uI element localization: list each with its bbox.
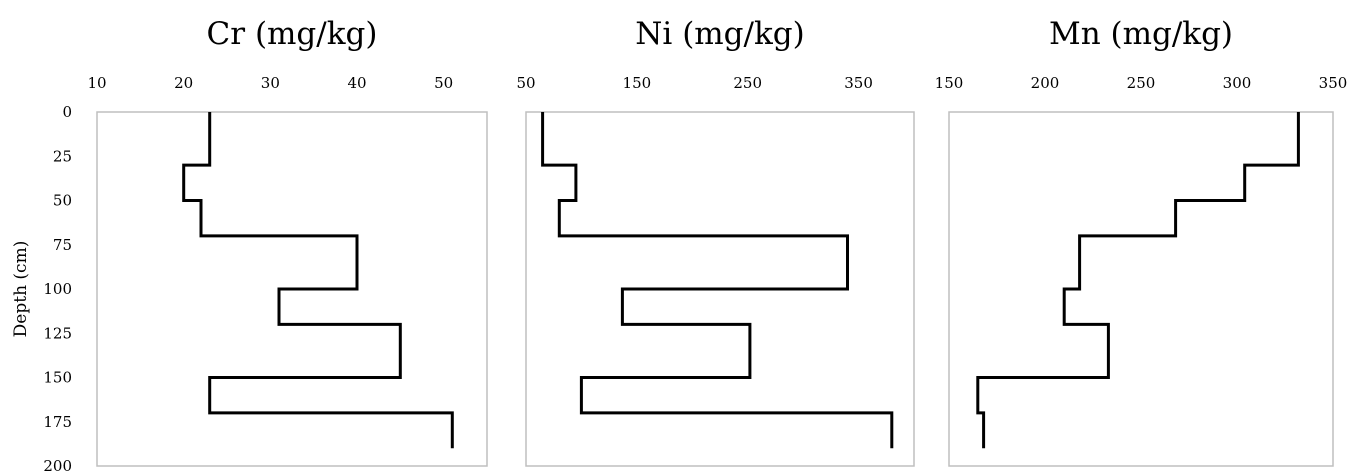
x-tick-label: 350 <box>844 74 873 92</box>
x-tick-label: 250 <box>1127 74 1156 92</box>
x-tick-label: 250 <box>733 74 762 92</box>
chart-title: Mn (mg/kg) <box>1049 16 1233 52</box>
chart-panel-2: Mn (mg/kg) 150 200 250 300 350 <box>935 16 1348 467</box>
chart-title: Ni (mg/kg) <box>635 16 804 52</box>
plot-frame <box>96 111 488 467</box>
chart-panel-1: Ni (mg/kg) 50 150 250 350 <box>516 16 915 467</box>
y-tick-label: 125 <box>43 324 72 342</box>
x-tick-label: 150 <box>623 74 652 92</box>
x-tick-label: 30 <box>261 74 280 92</box>
profile-line <box>976 112 1300 449</box>
y-tick-label: 50 <box>53 192 72 210</box>
plot-frame <box>525 111 915 467</box>
x-tick-label: 40 <box>347 74 366 92</box>
x-tick-label: 50 <box>434 74 453 92</box>
y-tick-label: 75 <box>53 236 72 254</box>
x-tick-label: 200 <box>1031 74 1060 92</box>
y-tick-label: 150 <box>43 369 72 387</box>
x-tick-label: 350 <box>1319 74 1348 92</box>
profile-line <box>182 112 454 449</box>
y-tick-label: 175 <box>43 413 72 431</box>
x-tick-label: 20 <box>174 74 193 92</box>
y-tick-label: 0 <box>62 103 72 121</box>
plot-frame <box>948 111 1334 467</box>
y-tick-label: 200 <box>43 457 72 475</box>
x-tick-label: 50 <box>516 74 535 92</box>
chart-panel-0: Cr (mg/kg) 10 20 30 40 50 0 25 50 75 100 125 150 175 2… <box>11 16 488 475</box>
x-tick-label: 300 <box>1223 74 1252 92</box>
x-tick-label: 10 <box>87 74 106 92</box>
y-tick-label: 100 <box>43 280 72 298</box>
y-axis-label: Depth (cm) <box>11 241 31 338</box>
y-tick-label: 25 <box>53 147 72 165</box>
x-tick-label: 150 <box>935 74 964 92</box>
profile-line <box>541 112 894 449</box>
chart-title: Cr (mg/kg) <box>207 16 378 52</box>
